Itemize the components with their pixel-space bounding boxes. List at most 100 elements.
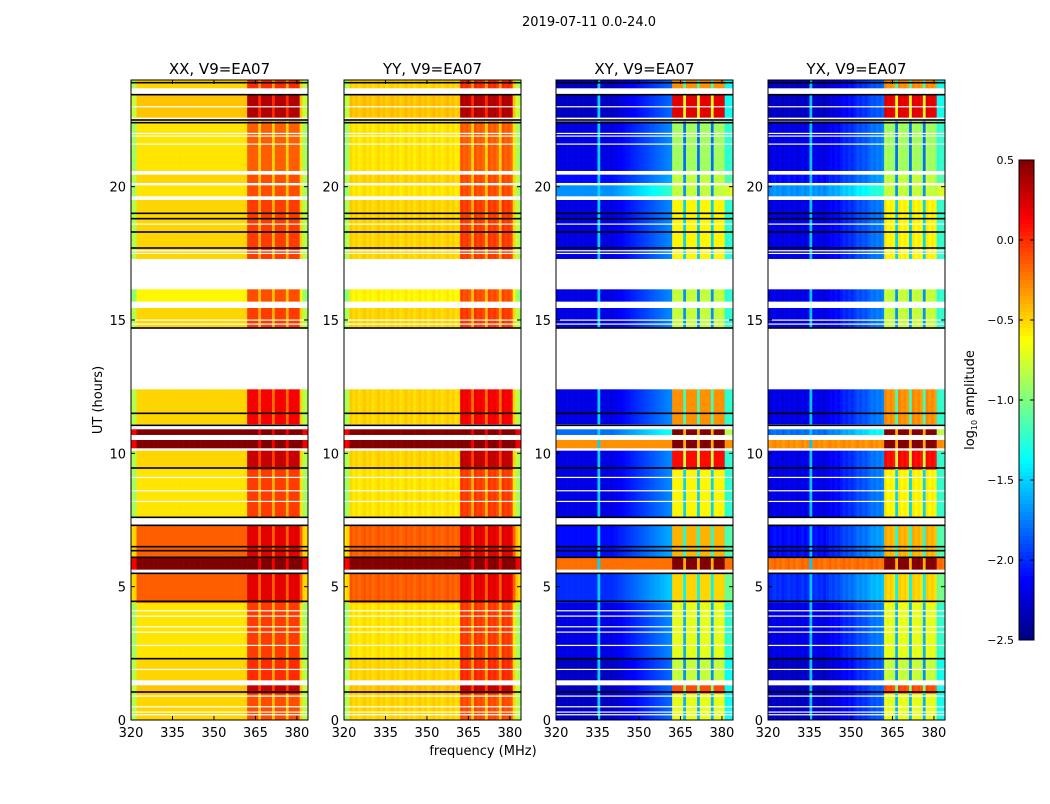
heatmap-cell [485,121,488,171]
heatmap-cell [642,451,645,470]
heatmap-cell [611,308,614,328]
heatmap-cell [917,289,920,301]
heatmap-cell [153,121,156,171]
heatmap-cell [611,451,614,470]
heatmap-cell [812,429,815,435]
heatmap-cell [628,469,631,517]
heatmap-cell [912,557,915,569]
heatmap-cell [289,440,292,448]
heatmap-cell [559,95,562,118]
heatmap-cell [609,289,612,301]
heatmap-cell [181,80,184,88]
heatmap-cell [159,451,162,470]
heatmap-cell [433,557,436,569]
heatmap-cell [192,289,195,301]
heatmap-cell [609,200,612,259]
heatmap-cell [633,451,636,470]
heatmap-cell [455,557,458,569]
heatmap-cell [408,451,411,470]
heatmap-cell [510,557,513,569]
heatmap-cell [890,451,893,470]
heatmap-cell [488,121,491,171]
heatmap-cell [444,451,447,470]
heatmap-cell [647,289,650,301]
heatmap-cell [821,451,824,470]
heatmap-cell [399,557,402,569]
heatmap-cell [694,525,697,557]
heatmap-cell [653,289,656,301]
heatmap-cell [510,308,513,328]
heatmap-cell [876,289,879,301]
heatmap-cell [446,525,449,557]
heatmap-cell [496,175,499,183]
heatmap-cell [798,469,801,517]
heatmap-cell [631,451,634,470]
heatmap-cell [639,469,642,517]
heatmap-cell [705,389,708,424]
heatmap-cell [609,80,612,88]
heatmap-cell [923,289,926,301]
heatmap-cell [876,557,879,569]
heatmap-cell [460,389,463,424]
heatmap-cell [161,389,164,424]
heatmap-cell [175,469,178,517]
heatmap-cell [167,200,170,259]
heatmap-cell [493,95,496,118]
heatmap-cell [562,557,565,569]
heatmap-cell [890,429,893,435]
heatmap-cell [578,440,581,448]
heatmap-cell [884,308,887,328]
heatmap-cell [383,573,386,603]
heatmap-cell [361,121,364,171]
heatmap-cell [457,80,460,88]
heatmap-cell [575,185,578,196]
heatmap-cell [711,557,714,569]
heatmap-cell [868,389,871,424]
heatmap-cell [923,308,926,328]
heatmap-cell [917,308,920,328]
heatmap-cell [441,95,444,118]
heatmap-cell [463,289,466,301]
heatmap-cell [664,429,667,435]
heatmap-cell [208,308,211,328]
heatmap-cell [474,308,477,328]
heatmap-cell [197,469,200,517]
flagged-row-line [131,320,308,321]
heatmap-cell [708,200,711,259]
heatmap-cell [870,525,873,557]
heatmap-cell [937,429,940,435]
heatmap-cell [499,121,502,171]
heatmap-cell [275,389,278,424]
heatmap-cell [239,200,242,259]
heatmap-cell [350,573,353,603]
heatmap-cell [416,121,419,171]
heatmap-cell [507,308,510,328]
heatmap-cell [573,308,576,328]
heatmap-cell [622,121,625,171]
separator-line [131,122,308,124]
heatmap-cell [361,557,364,569]
heatmap-cell [250,451,253,470]
heatmap-cell [692,289,695,301]
heatmap-cell [222,185,225,196]
heatmap-cell [595,121,598,171]
heatmap-cell [645,440,648,448]
heatmap-cell [424,185,427,196]
heatmap-cell [438,469,441,517]
heatmap-cell [686,175,689,183]
heatmap-cell [923,469,926,517]
heatmap-cell [394,308,397,328]
heatmap-cell [419,429,422,435]
heatmap-cell [178,80,181,88]
heatmap-cell [294,557,297,569]
heatmap-cell [928,289,931,301]
heatmap-cell [280,469,283,517]
heatmap-cell [361,451,364,470]
heatmap-cell [711,200,714,259]
heatmap-cell [700,200,703,259]
heatmap-cell [460,200,463,259]
heatmap-cell [289,469,292,517]
heatmap-cell [416,469,419,517]
heatmap-cell [438,185,441,196]
heatmap-cell [463,121,466,171]
